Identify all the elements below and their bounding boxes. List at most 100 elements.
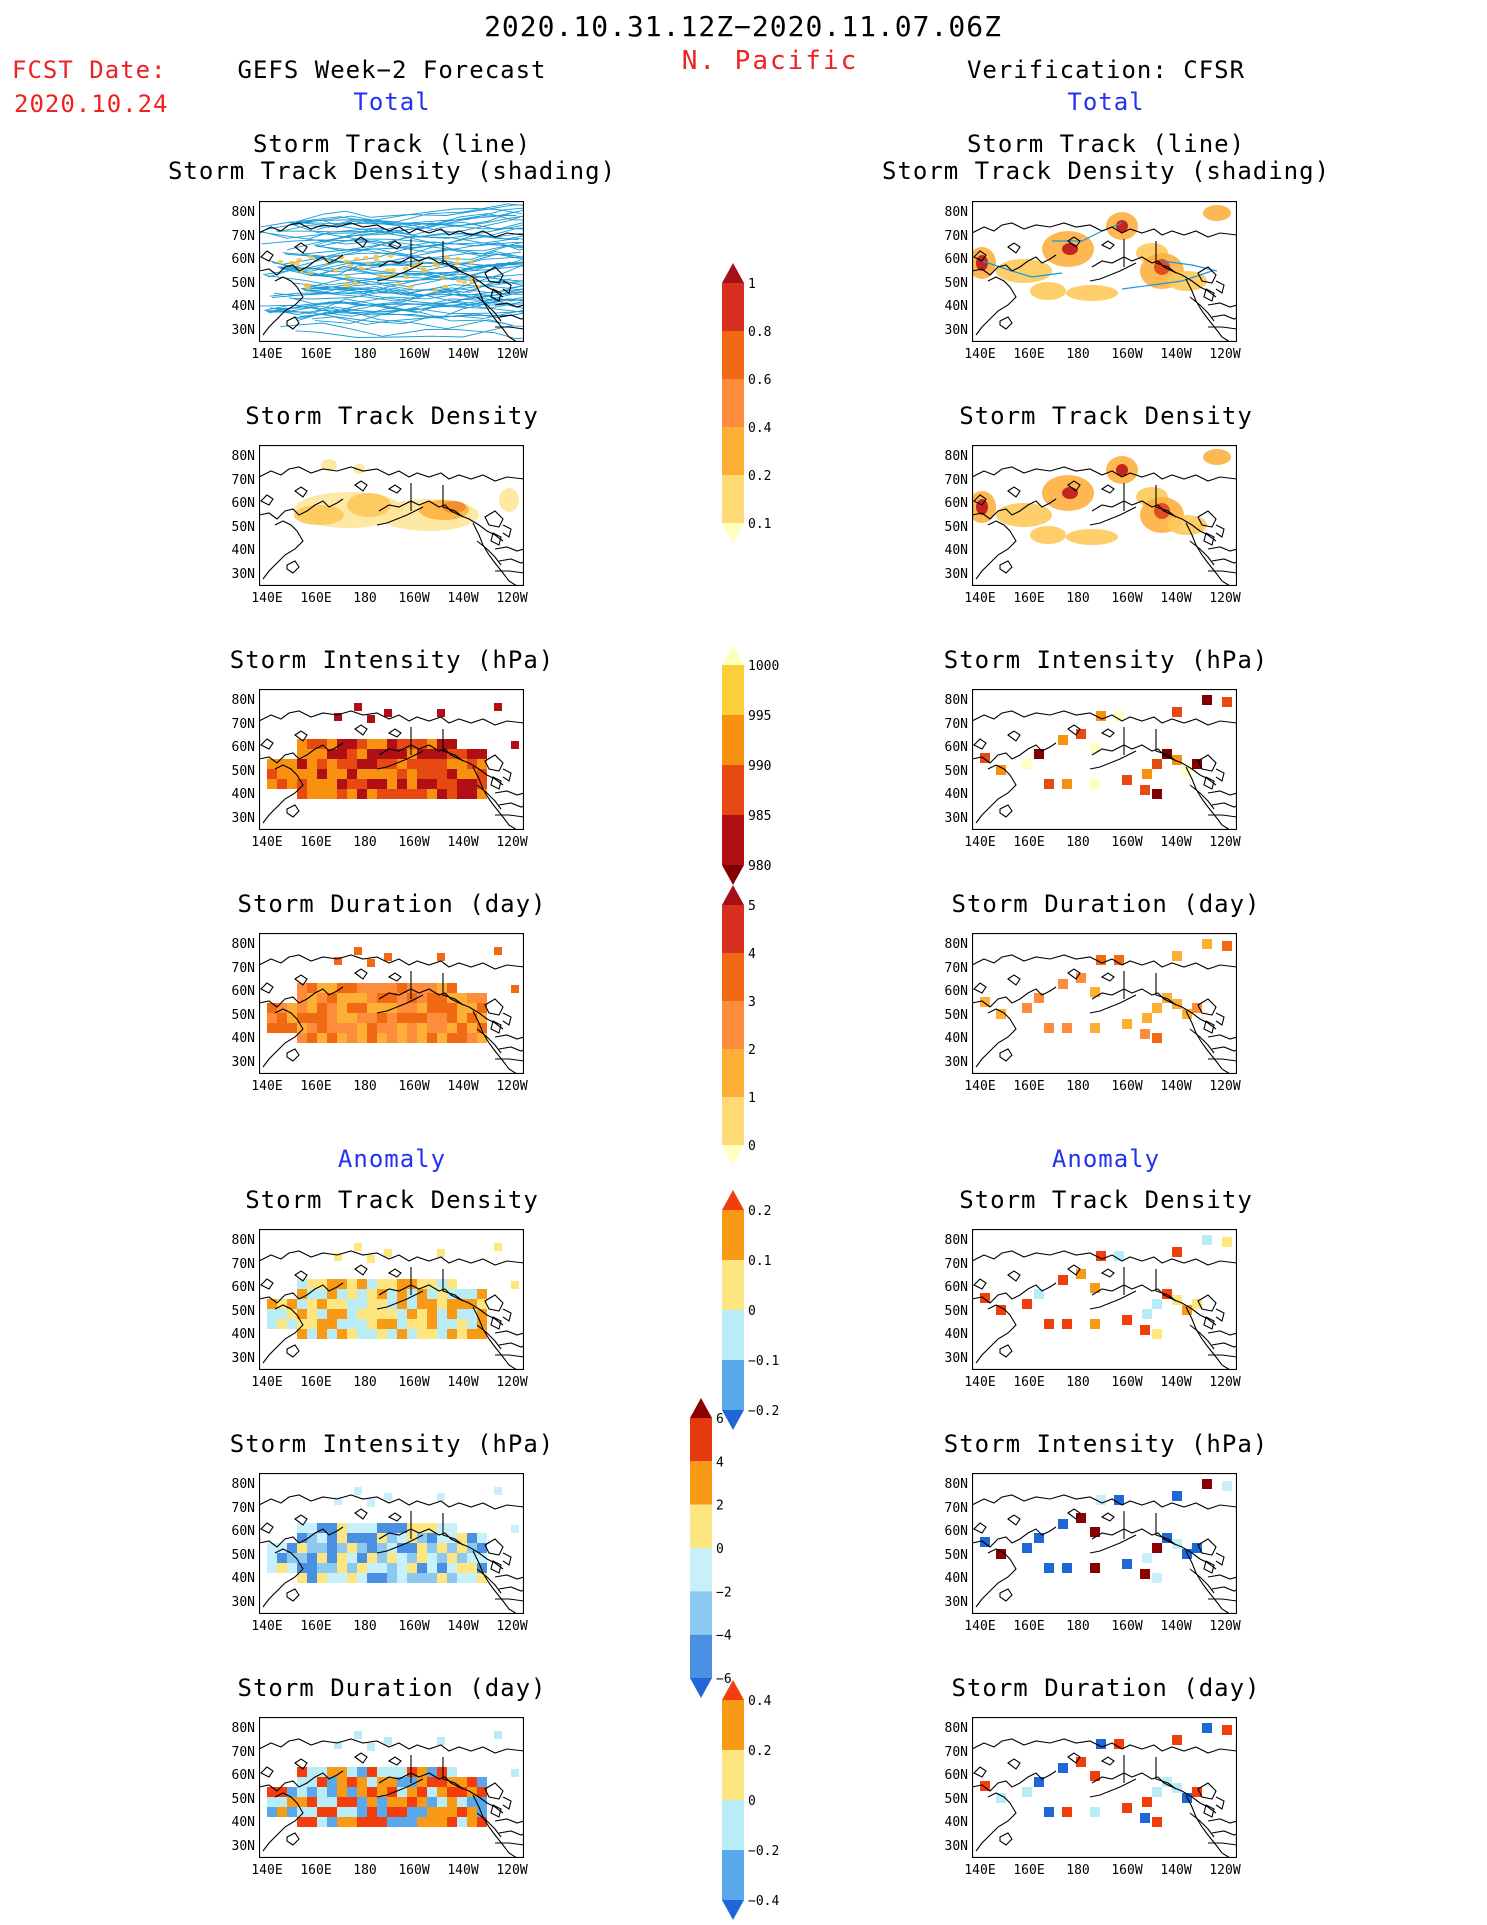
coastline (1197, 266, 1217, 284)
coastline (1067, 236, 1081, 248)
y-tick-label: 70N (231, 1500, 255, 1516)
colorbar-label: 0.2 (748, 1744, 771, 1759)
x-tick-label: 140W (1160, 1619, 1192, 1634)
coastline (262, 1008, 304, 1068)
y-tick-label: 40N (231, 1815, 255, 1830)
y-tick-label: 60N (944, 1768, 968, 1783)
colorbar-swatch (722, 331, 744, 379)
coastline (442, 1513, 464, 1546)
coastline (498, 558, 524, 564)
x-tick-label: 160W (398, 591, 430, 606)
colorbar-label: 0.1 (748, 1254, 771, 1269)
colorbar-bottom-arrow (722, 865, 744, 885)
colorbar-label: −0.1 (748, 1354, 779, 1369)
coastline (1197, 998, 1217, 1016)
region-label: N. Pacific (681, 46, 859, 76)
y-tick-label: 40N (231, 787, 255, 802)
colorbar-label: 980 (748, 859, 771, 874)
coastline (1207, 1818, 1237, 1824)
coastline (1089, 1534, 1137, 1554)
coastline (484, 266, 504, 284)
coastline (294, 1270, 308, 1282)
fcst-date-label: FCST Date: (12, 56, 167, 84)
coastline (498, 1046, 524, 1052)
colorbar-label: 995 (748, 709, 771, 724)
coastline (972, 498, 1057, 520)
colorbar-duration-anomaly: 0.4 0.2 0 −0.2 −0.4 (722, 1680, 794, 1920)
map-plot (972, 445, 1237, 586)
coastline (973, 738, 987, 750)
coastline (1089, 1290, 1137, 1310)
map-plot (259, 1473, 524, 1614)
coastline (1208, 326, 1237, 330)
coastline (975, 1792, 1017, 1852)
x-tick-label: 180 (353, 1079, 377, 1094)
coastline (262, 764, 304, 824)
x-tick-label: 180 (1066, 591, 1090, 606)
coastline (1007, 486, 1021, 498)
x-tick-label: 160W (1111, 1619, 1143, 1634)
coastline (484, 998, 504, 1016)
coastline (376, 1534, 424, 1554)
y-tick-label: 80N (231, 449, 255, 464)
map-panel-duration-verification: 80N 70N 60N 50N 40N 30N 140E 160E 180 160W 140W 120… (945, 933, 1241, 1094)
colorbar-swatch (690, 1504, 712, 1548)
coastline (1208, 1058, 1237, 1062)
coastline (502, 1552, 512, 1566)
x-tick-label: 160W (398, 1079, 430, 1094)
coastline (972, 710, 1237, 726)
coastline (476, 1812, 502, 1838)
coastline (378, 988, 504, 1030)
map-panel-duration-forecast: 80N 70N 60N 50N 40N 30N 140E 160E 180 160W 140W 120… (232, 933, 528, 1094)
y-tick-label: 30N (944, 810, 968, 826)
coastline (442, 729, 464, 762)
coastline (490, 1804, 502, 1818)
coastline (476, 1028, 502, 1054)
colorbar-label: 1 (748, 277, 756, 292)
map-frame (259, 1473, 524, 1614)
colorbar-swatch (690, 1634, 712, 1678)
coastline (1155, 1269, 1177, 1302)
coastline (1185, 522, 1231, 586)
map-frame (972, 1717, 1237, 1858)
coastline (999, 1344, 1013, 1358)
coastline (498, 802, 524, 808)
y-tick-label: 40N (944, 1815, 968, 1830)
y-tick-label: 50N (944, 519, 968, 535)
map-panel-intensity-forecast: 80N 70N 60N 50N 40N 30N 140E 160E 180 160W 140W 120… (232, 689, 528, 850)
coastline (495, 570, 524, 574)
map-plot (972, 1717, 1237, 1858)
coastline (1207, 790, 1237, 796)
coastline (376, 506, 424, 526)
coastline (1208, 814, 1237, 818)
y-tick-label: 60N (944, 740, 968, 755)
y-tick-label: 80N (944, 449, 968, 464)
coastline (1185, 1794, 1231, 1858)
x-tick-label: 140W (447, 1375, 479, 1390)
y-tick-label: 70N (231, 1256, 255, 1272)
colorbar-top-arrow (722, 263, 744, 283)
x-tick-label: 140W (1160, 1079, 1192, 1094)
coastline (1203, 1020, 1215, 1034)
left-total-label: Total (353, 88, 431, 116)
title-duration-left: Storm Duration (day) (237, 890, 547, 918)
coastline (1203, 288, 1215, 302)
x-tick-label: 160W (398, 1619, 430, 1634)
coastline (1203, 1316, 1215, 1330)
coastline (1089, 1778, 1137, 1798)
colorbar-label: −2 (716, 1585, 732, 1600)
coastline (260, 494, 274, 506)
coastline (1155, 241, 1177, 274)
y-tick-label: 50N (231, 763, 255, 779)
coastline (286, 316, 300, 330)
x-tick-label: 120W (1209, 1375, 1241, 1390)
colorbar-label: −6 (716, 1672, 732, 1687)
coastline (1007, 1758, 1021, 1770)
coastline (494, 1818, 524, 1824)
coastline (490, 532, 502, 546)
y-tick-label: 80N (231, 1233, 255, 1248)
map-frame (972, 201, 1237, 342)
coastline (259, 1738, 524, 1754)
coastline (975, 1548, 1017, 1608)
coastline (1207, 1574, 1237, 1580)
